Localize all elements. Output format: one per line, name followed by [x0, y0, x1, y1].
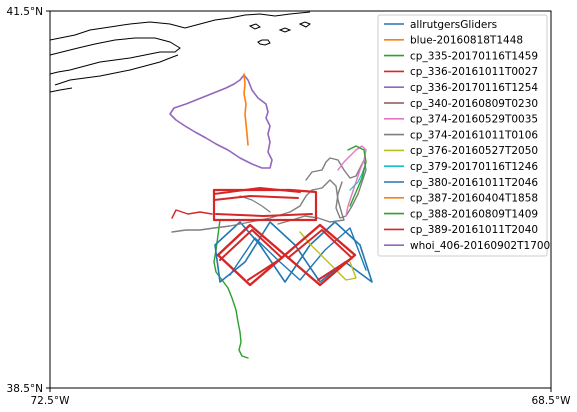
legend-item: cp_380-20161011T2046 — [384, 177, 538, 189]
legend-item: cp_379-20170116T1246 — [384, 161, 538, 173]
legend-box — [377, 14, 548, 257]
lon-tick-right: 68.5°W — [531, 395, 571, 407]
track-allrutgers — [214, 221, 373, 283]
legend-item: cp_336-20170116T1254 — [384, 82, 538, 94]
legend-label: cp_374-20160529T0035 — [410, 114, 538, 126]
legend-item: cp_389-20161011T2040 — [384, 224, 538, 236]
legend-item: allrutgersGliders — [384, 19, 497, 31]
legend-label: cp_376-20160527T2050 — [410, 145, 538, 157]
track-blue — [243, 73, 249, 146]
lon-tick-left: 72.5°W — [30, 395, 70, 407]
legend-item: cp_388-20160809T1409 — [384, 208, 538, 220]
legend: allrutgersGliders blue-20160818T1448 cp_33… — [377, 14, 550, 257]
track-cp_335 — [213, 219, 249, 359]
legend-item: cp_374-20160529T0035 — [384, 114, 538, 126]
track-cp_379 — [349, 167, 365, 191]
legend-label: cp_380-20161011T2046 — [410, 177, 538, 189]
lat-tick-top: 41.5°N — [7, 6, 43, 18]
legend-label: cp_374-20161011T0106 — [410, 129, 538, 141]
legend-label: cp_379-20170116T1246 — [410, 161, 538, 173]
legend-item: cp_336-20161011T0027 — [384, 66, 538, 78]
legend-label: whoi_406-20160902T1700 — [410, 240, 550, 252]
track-whoi_406 — [169, 74, 273, 169]
legend-item: cp_335-20170116T1459 — [384, 50, 538, 62]
legend-item: cp_374-20161011T0106 — [384, 129, 538, 141]
legend-label: blue-20160818T1448 — [410, 35, 523, 47]
legend-item: blue-20160818T1448 — [384, 35, 523, 47]
legend-label: cp_336-20170116T1254 — [410, 82, 538, 94]
legend-label: cp_388-20160809T1409 — [410, 208, 538, 220]
lat-tick-bottom: 38.5°N — [7, 383, 43, 395]
track-cp_374-b — [171, 179, 345, 233]
track-cp_376 — [299, 231, 357, 281]
legend-label: cp_387-20160404T1858 — [410, 193, 538, 205]
legend-item: whoi_406-20160902T1700 — [384, 240, 550, 252]
coastline — [49, 11, 312, 93]
glider-tracks — [169, 73, 373, 359]
legend-item: cp_387-20160404T1858 — [384, 193, 538, 205]
legend-item: cp_340-20160809T0230 — [384, 98, 538, 110]
track-cp_388 — [347, 145, 367, 207]
legend-item: cp_376-20160527T2050 — [384, 145, 538, 157]
legend-label: allrutgersGliders — [410, 19, 497, 31]
legend-label: cp_340-20160809T0230 — [410, 98, 538, 110]
legend-label: cp_336-20161011T0027 — [410, 66, 538, 78]
legend-label: cp_389-20161011T2040 — [410, 224, 538, 236]
legend-label: cp_335-20170116T1459 — [410, 50, 538, 62]
plot-frame — [49, 10, 552, 389]
